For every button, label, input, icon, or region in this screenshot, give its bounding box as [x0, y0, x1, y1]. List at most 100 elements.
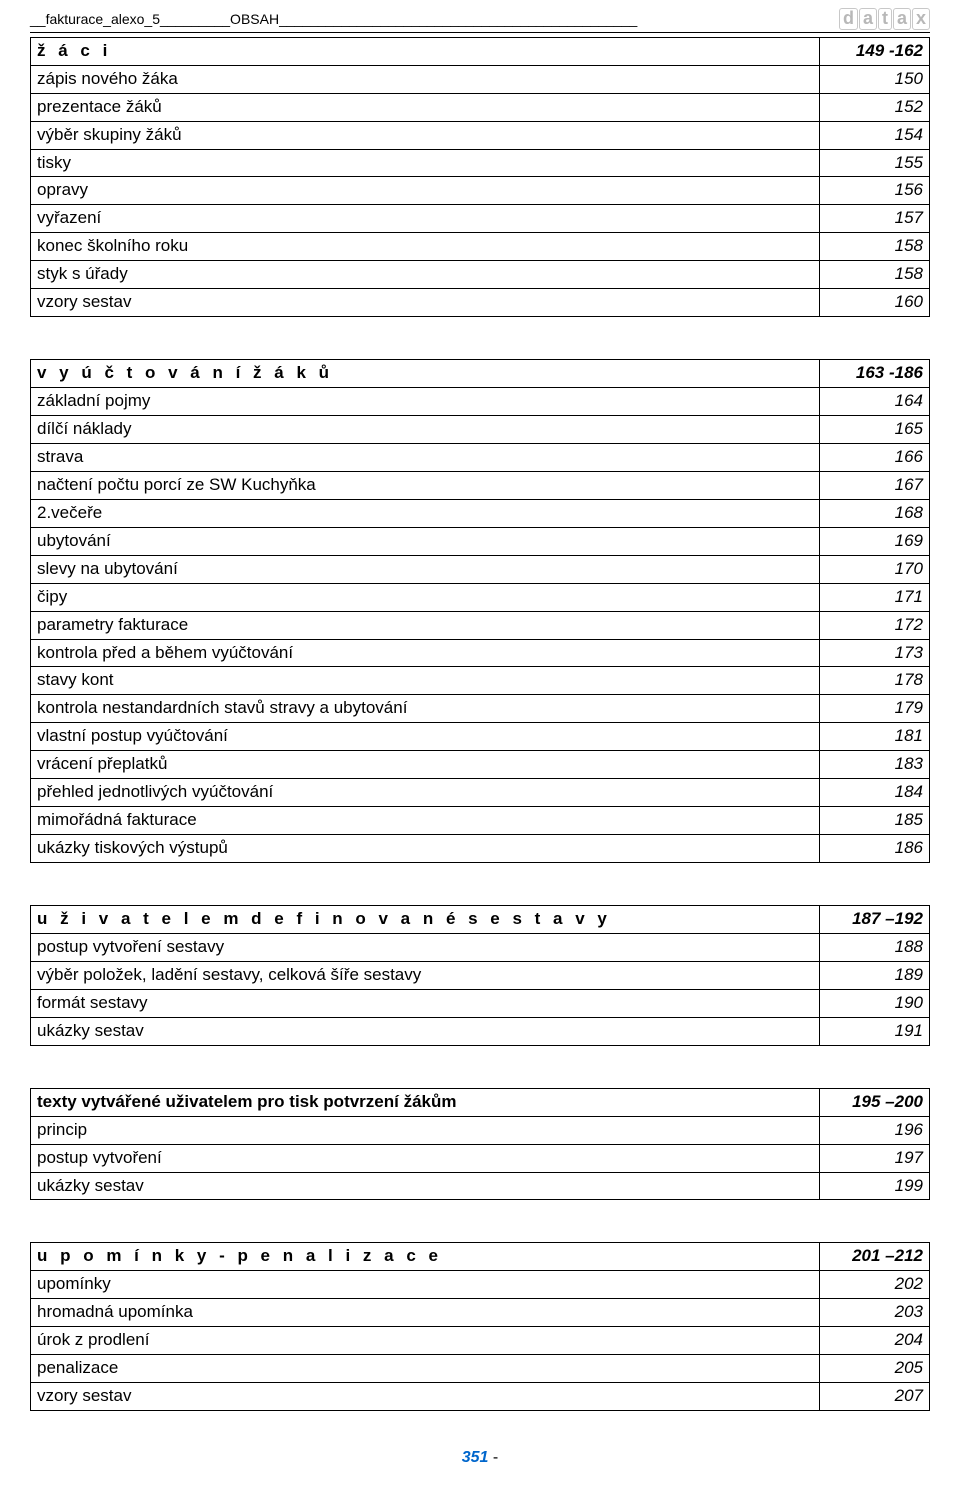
toc-page: 157	[820, 205, 930, 233]
toc-row: 2.večeře168	[31, 499, 930, 527]
toc-label: princip	[31, 1116, 820, 1144]
toc-label: dílčí náklady	[31, 416, 820, 444]
toc-page: 160	[820, 289, 930, 317]
toc-page: 171	[820, 583, 930, 611]
header-path-text: __fakturace_alexo_5_________OBSAH_______…	[30, 11, 637, 27]
toc-row: slevy na ubytování170	[31, 555, 930, 583]
toc-section-row: ž á c i149 -162	[31, 37, 930, 65]
toc-page: 166	[820, 443, 930, 471]
toc-row: ukázky sestav199	[31, 1172, 930, 1200]
toc-row: konec školního roku158	[31, 233, 930, 261]
toc-label: upomínky	[31, 1271, 820, 1299]
toc-label: stavy kont	[31, 667, 820, 695]
footer-dash: -	[488, 1449, 498, 1466]
toc-page: 154	[820, 121, 930, 149]
toc-row: strava166	[31, 443, 930, 471]
toc-row: kontrola nestandardních stavů stravy a u…	[31, 695, 930, 723]
toc-row: základní pojmy164	[31, 388, 930, 416]
toc-page: 188	[820, 933, 930, 961]
footer-page-number: 351	[462, 1449, 489, 1466]
toc-page: 149 -162	[820, 37, 930, 65]
toc-label: parametry fakturace	[31, 611, 820, 639]
toc-page: 155	[820, 149, 930, 177]
logo-letter: a	[859, 8, 877, 30]
toc-label: hromadná upomínka	[31, 1299, 820, 1327]
toc-page: 187 –192	[820, 906, 930, 934]
toc-row: postup vytvoření197	[31, 1144, 930, 1172]
toc-label: v y ú č t o v á n í ž á k ů	[31, 360, 820, 388]
toc-label: postup vytvoření sestavy	[31, 933, 820, 961]
page-header: __fakturace_alexo_5_________OBSAH_______…	[30, 8, 930, 33]
toc-row: opravy156	[31, 177, 930, 205]
section-gap	[30, 1046, 930, 1088]
toc-page: 204	[820, 1327, 930, 1355]
toc-row: parametry fakturace172	[31, 611, 930, 639]
toc-row: výběr skupiny žáků154	[31, 121, 930, 149]
toc-label: opravy	[31, 177, 820, 205]
toc-label: vlastní postup vyúčtování	[31, 723, 820, 751]
toc-section-row: u p o m í n k y - p e n a l i z a c e201…	[31, 1243, 930, 1271]
toc-row: vrácení přeplatků183	[31, 751, 930, 779]
logo-letter: a	[893, 8, 911, 30]
toc-page: 203	[820, 1299, 930, 1327]
section-gap	[30, 1200, 930, 1242]
toc-page: 186	[820, 835, 930, 863]
toc-row: ubytování169	[31, 527, 930, 555]
toc-row: úrok z prodlení204	[31, 1327, 930, 1355]
toc-page: 158	[820, 261, 930, 289]
toc-page: 181	[820, 723, 930, 751]
toc-row: načtení počtu porcí ze SW Kuchyňka167	[31, 471, 930, 499]
toc-label: formát sestavy	[31, 989, 820, 1017]
toc-label: ukázky tiskových výstupů	[31, 835, 820, 863]
toc-row: kontrola před a během vyúčtování173	[31, 639, 930, 667]
toc-row: ukázky tiskových výstupů186	[31, 835, 930, 863]
toc-label: u p o m í n k y - p e n a l i z a c e	[31, 1243, 820, 1271]
toc-row: čipy171	[31, 583, 930, 611]
toc-page: 207	[820, 1383, 930, 1411]
toc-section-row: u ž i v a t e l e m d e f i n o v a n é …	[31, 906, 930, 934]
toc-label: kontrola před a během vyúčtování	[31, 639, 820, 667]
toc-label: styk s úřady	[31, 261, 820, 289]
toc-page: 170	[820, 555, 930, 583]
toc-label: mimořádná fakturace	[31, 807, 820, 835]
toc-label: vrácení přeplatků	[31, 751, 820, 779]
logo-letter: x	[912, 8, 930, 30]
toc-label: úrok z prodlení	[31, 1327, 820, 1355]
page-footer: 351 -	[30, 1449, 930, 1467]
toc-row: dílčí náklady165	[31, 416, 930, 444]
toc-table: v y ú č t o v á n í ž á k ů163 -186zákla…	[30, 359, 930, 863]
toc-row: vlastní postup vyúčtování181	[31, 723, 930, 751]
toc-label: vzory sestav	[31, 1383, 820, 1411]
toc-label: kontrola nestandardních stavů stravy a u…	[31, 695, 820, 723]
toc-page: 168	[820, 499, 930, 527]
toc-label: výběr skupiny žáků	[31, 121, 820, 149]
toc-label: ukázky sestav	[31, 1017, 820, 1045]
toc-content: ž á c i149 -162zápis nového žáka150preze…	[30, 37, 930, 1411]
toc-page: 196	[820, 1116, 930, 1144]
toc-row: hromadná upomínka203	[31, 1299, 930, 1327]
toc-label: vzory sestav	[31, 289, 820, 317]
toc-label: výběr položek, ladění sestavy, celková š…	[31, 961, 820, 989]
toc-label: zápis nového žáka	[31, 65, 820, 93]
toc-label: tisky	[31, 149, 820, 177]
toc-row: ukázky sestav191	[31, 1017, 930, 1045]
toc-label: načtení počtu porcí ze SW Kuchyňka	[31, 471, 820, 499]
toc-row: princip196	[31, 1116, 930, 1144]
section-gap	[30, 317, 930, 359]
toc-page: 184	[820, 779, 930, 807]
toc-row: vzory sestav160	[31, 289, 930, 317]
section-gap	[30, 863, 930, 905]
toc-page: 163 -186	[820, 360, 930, 388]
toc-label: ubytování	[31, 527, 820, 555]
toc-row: mimořádná fakturace185	[31, 807, 930, 835]
toc-row: vyřazení157	[31, 205, 930, 233]
logo-letter: t	[878, 8, 892, 30]
toc-page: 195 –200	[820, 1088, 930, 1116]
toc-page: 152	[820, 93, 930, 121]
toc-page: 185	[820, 807, 930, 835]
toc-label: čipy	[31, 583, 820, 611]
toc-row: penalizace205	[31, 1355, 930, 1383]
toc-label: 2.večeře	[31, 499, 820, 527]
toc-page: 197	[820, 1144, 930, 1172]
toc-page: 205	[820, 1355, 930, 1383]
